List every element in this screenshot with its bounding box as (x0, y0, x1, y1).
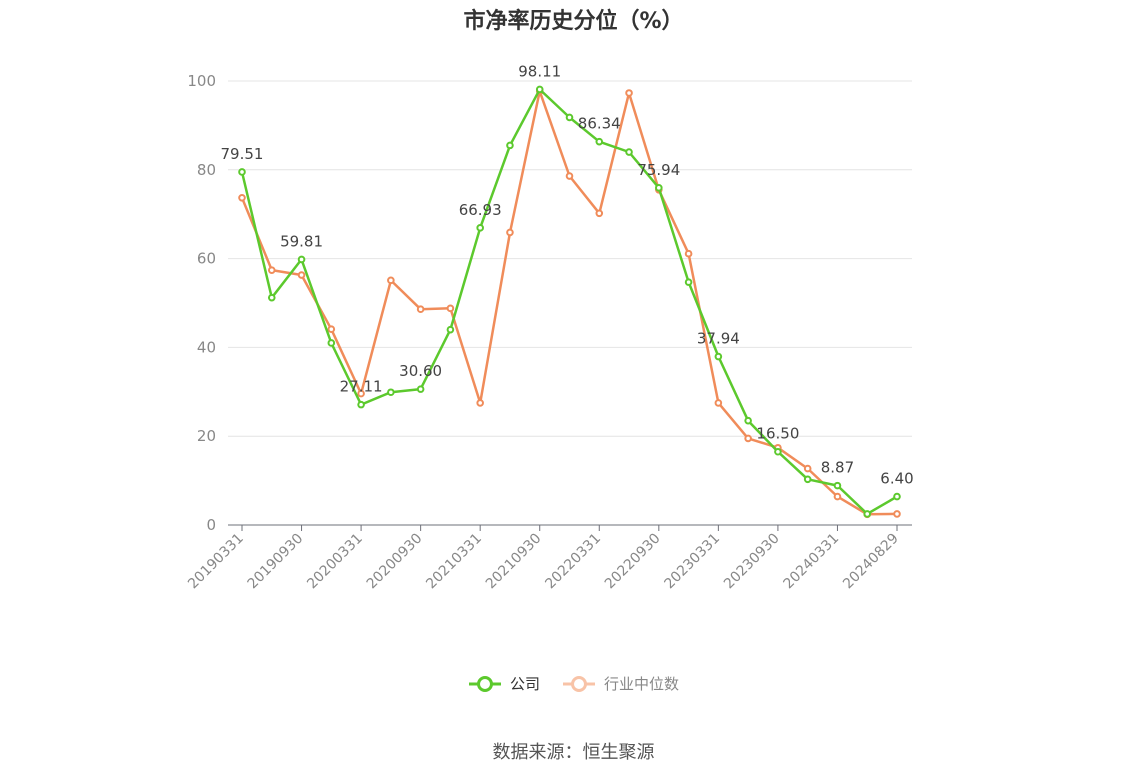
series-layer (238, 85, 901, 519)
company-data-label: 6.40 (880, 470, 913, 488)
company-series-line (240, 88, 898, 516)
company-data-point (565, 113, 574, 122)
x-tick-label: 20240829 (840, 531, 902, 593)
x-tick-label: 20230930 (721, 531, 783, 593)
industry-median-data-point (238, 193, 246, 202)
x-tick-label: 20210930 (483, 531, 545, 593)
legend-industry-label: 行业中位数 (604, 675, 680, 693)
company-data-point (267, 293, 276, 302)
y-tick-label: 100 (187, 72, 216, 90)
company-data-point (595, 137, 604, 146)
company-data-point (774, 447, 782, 456)
x-tick-label: 20200331 (304, 531, 366, 593)
axis-layer: 0 20 40 60 80 100 2019033120190930202003312020… (185, 72, 912, 592)
company-data-label: 98.11 (518, 62, 561, 80)
company-data-point (387, 388, 395, 397)
data-label-layer: 79.51 59.81 27.11 30.60 66.93 98.11 86.34 75.94… (221, 62, 914, 487)
industry-median-data-point (357, 389, 365, 398)
company-data-label: 66.93 (459, 201, 502, 219)
x-tick-label: 20190331 (185, 531, 247, 593)
company-data-label: 75.94 (637, 161, 680, 179)
company-data-label: 37.94 (697, 330, 740, 348)
x-tick-label: 20210331 (423, 531, 485, 593)
industry-median-data-point (297, 271, 306, 279)
grid-layer (228, 80, 912, 437)
legend: 公司 行业中位数 (0, 673, 1147, 694)
legend-company-swatch-icon (468, 675, 501, 692)
legend-item-industry-median[interactable]: 行业中位数 (562, 673, 679, 694)
industry-median-data-point (565, 172, 574, 180)
y-tick-label: 20 (197, 427, 216, 445)
x-tick-label: 20240331 (781, 531, 843, 593)
chart-title: 市净率历史分位（%） (463, 9, 684, 34)
company-data-point (714, 352, 723, 361)
data-source: 数据来源：恒生聚源 (492, 742, 655, 763)
company-data-point (357, 400, 365, 409)
industry-median-series-line (240, 89, 898, 516)
industry-median-data-point (595, 209, 604, 218)
industry-median-data-point (684, 249, 693, 258)
company-data-point (803, 475, 812, 484)
x-tick-label: 20220930 (602, 531, 664, 593)
legend-item-company[interactable]: 公司 (468, 673, 540, 694)
company-data-label: 8.87 (821, 459, 854, 477)
y-tick-label: 40 (197, 338, 216, 356)
industry-median-data-point (506, 228, 514, 237)
legend-industry-swatch-icon (563, 675, 595, 692)
industry-median-data-point (833, 492, 842, 501)
industry-median-data-point (267, 266, 276, 274)
y-tick-label: 60 (197, 250, 216, 268)
company-data-label: 59.81 (280, 232, 323, 250)
industry-median-data-point (893, 510, 901, 518)
company-data-label: 16.50 (756, 425, 799, 443)
company-data-point (535, 85, 544, 94)
industry-median-data-point (387, 276, 395, 285)
company-data-label: 86.34 (578, 115, 621, 133)
industry-median-data-point (625, 89, 633, 97)
company-data-point (416, 385, 425, 393)
company-data-label: 30.60 (399, 362, 442, 380)
industry-median-data-point (416, 305, 425, 314)
company-data-point (446, 325, 455, 334)
company-data-label: 27.11 (340, 378, 383, 396)
x-tick-label: 20200930 (364, 531, 426, 593)
company-data-point (238, 168, 246, 176)
industry-median-data-point (714, 399, 723, 407)
x-tick-label: 20230331 (661, 531, 723, 593)
company-data-point (893, 492, 901, 501)
company-data-point (655, 184, 663, 192)
industry-median-data-point (803, 464, 812, 473)
company-data-point (327, 339, 336, 347)
company-data-point (476, 224, 484, 232)
company-data-point (744, 416, 752, 425)
industry-median-data-point (744, 434, 752, 443)
industry-median-data-point (327, 325, 336, 333)
industry-median-data-point (446, 304, 455, 313)
company-data-point (297, 255, 306, 264)
company-data-point (506, 141, 514, 150)
legend-company-label: 公司 (509, 675, 540, 693)
x-tick-label: 20220331 (542, 531, 604, 593)
company-data-point (833, 481, 842, 490)
y-tick-label: 0 (206, 516, 216, 534)
industry-median-data-point (476, 399, 484, 407)
company-data-point (625, 148, 633, 156)
y-tick-label: 80 (197, 161, 216, 179)
x-tick-label: 20190930 (245, 531, 307, 593)
company-data-point (863, 510, 872, 518)
company-data-label: 79.51 (221, 145, 264, 163)
company-data-point (684, 278, 693, 286)
